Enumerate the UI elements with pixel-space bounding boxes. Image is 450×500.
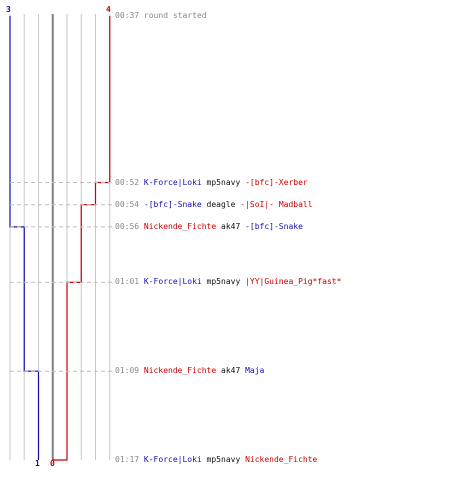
killer-name: K-Force|Loki	[143, 277, 202, 287]
event-time: 00:37	[115, 11, 140, 20]
event-row: 00:52 K-Force|Loki mp5navy -[bfc]-Xerber	[115, 178, 308, 188]
weapon-name: ak47	[221, 221, 241, 231]
victim-name: |YY|Guinea_Pig*fast*	[245, 277, 342, 287]
killer-name: K-Force|Loki	[143, 177, 202, 187]
event-row: 00:54 -[bfc]-Snake deagle -|SoI|- Madbal…	[115, 200, 313, 210]
killer-name: K-Force|Loki	[143, 455, 202, 464]
event-time: 01:09	[115, 366, 140, 376]
event-time: 01:01	[115, 277, 140, 287]
event-row: 00:37 round started	[115, 11, 207, 21]
event-row: 01:09 Nickende_Fichte ak47 Maja	[115, 366, 264, 376]
victim-name: -|SoI|- Madball	[240, 199, 313, 209]
victim-name: Maja	[245, 366, 265, 376]
killer-name: -[bfc]-Snake	[143, 199, 202, 209]
weapon-name: deagle	[206, 199, 236, 209]
event-text: round started	[143, 11, 207, 20]
victim-name: -[bfc]-Snake	[245, 221, 303, 231]
weapon-name: mp5navy	[206, 277, 241, 287]
blue-end-count: 1	[35, 459, 40, 468]
red-end-count: 0	[50, 459, 55, 468]
blue-start-count: 3	[6, 5, 11, 14]
event-time: 00:54	[115, 199, 140, 209]
event-time: 00:56	[115, 221, 140, 231]
event-row: 01:17 K-Force|Loki mp5navy Nickende_Fich…	[115, 455, 317, 465]
victim-name: Nickende_Fichte	[245, 455, 318, 464]
weapon-name: ak47	[221, 366, 241, 376]
red-start-count: 4	[106, 5, 111, 14]
victim-name: -[bfc]-Xerber	[245, 177, 308, 187]
event-time: 01:17	[115, 455, 140, 464]
event-time: 00:52	[115, 177, 140, 187]
event-row: 00:56 Nickende_Fichte ak47 -[bfc]-Snake	[115, 222, 303, 232]
weapon-name: mp5navy	[206, 177, 241, 187]
killer-name: Nickende_Fichte	[143, 221, 217, 231]
event-row: 01:01 K-Force|Loki mp5navy |YY|Guinea_Pi…	[115, 277, 341, 287]
weapon-name: mp5navy	[206, 455, 241, 464]
killer-name: Nickende_Fichte	[143, 366, 217, 376]
